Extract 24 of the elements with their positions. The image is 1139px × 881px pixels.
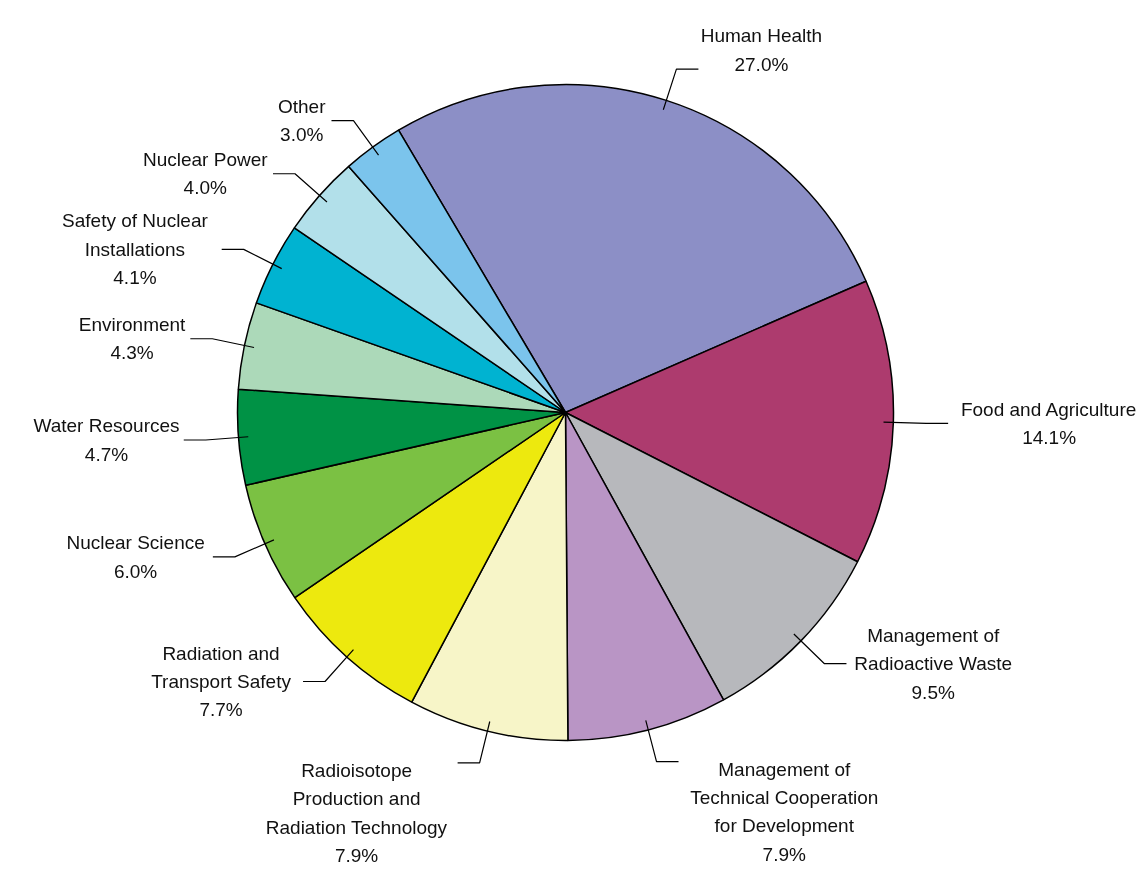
slice-label: Radioisotope Production and Radiation Technology — [265, 759, 448, 838]
slice-label: Other — [277, 95, 327, 117]
data-label: 4.0% — [183, 177, 228, 199]
data-label: 4.7% — [84, 443, 129, 465]
data-label: 7.9% — [334, 844, 379, 866]
data-label: 9.5% — [911, 681, 955, 703]
slice-label: Nuclear Power — [142, 149, 269, 171]
slice-label: Radiation and Transport Safety — [151, 642, 292, 692]
slice-label: Human Health — [700, 25, 823, 47]
data-label: 7.7% — [199, 699, 243, 721]
slice-label: Management of Radioactive Waste — [854, 624, 1013, 675]
slice-label: Safety of Nuclear Installations — [62, 210, 209, 260]
data-label: 7.9% — [762, 843, 807, 865]
slice-label: Environment — [78, 314, 187, 336]
slice-label: Food and Agriculture — [960, 398, 1137, 420]
slice-label: Management of Technical Cooperation for Development — [690, 758, 879, 837]
data-label: 14.1% — [1022, 427, 1077, 449]
data-label: 4.1% — [113, 267, 157, 289]
data-label: 27.0% — [734, 53, 789, 75]
slice-label: Nuclear Science — [66, 532, 205, 554]
data-label: 3.0% — [280, 124, 324, 146]
data-label: 6.0% — [113, 560, 158, 582]
data-label: 4.3% — [110, 342, 154, 364]
slice-label: Water Resources — [33, 415, 180, 437]
